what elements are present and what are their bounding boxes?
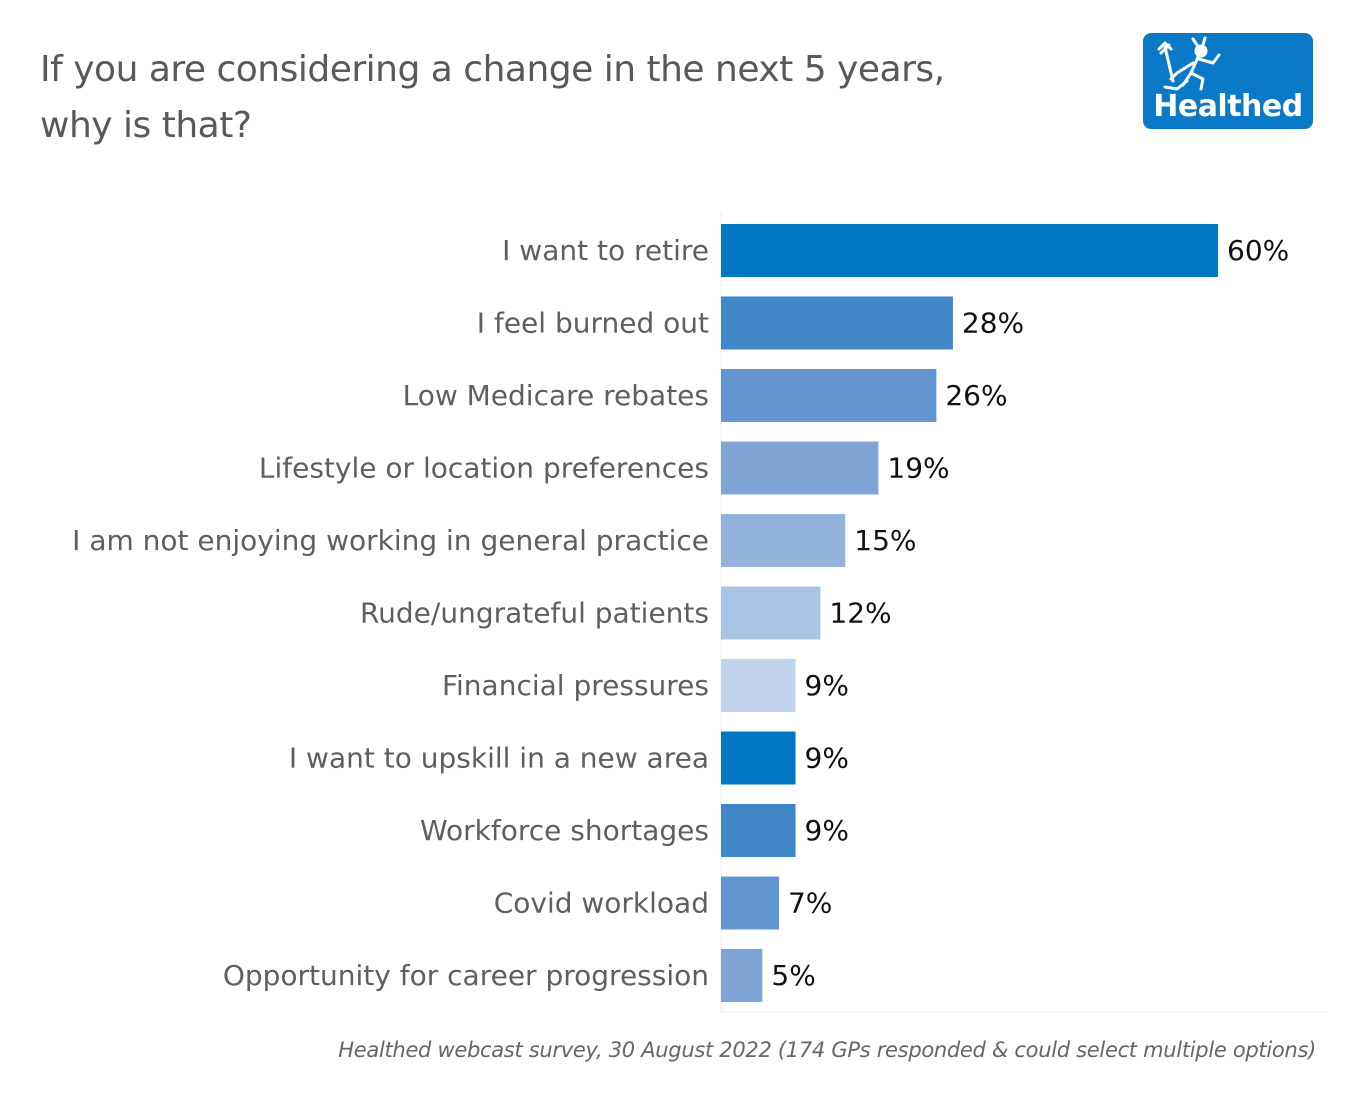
category-label: Workforce shortages xyxy=(420,814,709,847)
source-footnote: Healthed webcast survey, 30 August 2022 … xyxy=(338,1038,1316,1062)
bar-6[interactable] xyxy=(721,659,796,712)
category-label: I want to upskill in a new area xyxy=(289,742,709,775)
value-label: 5% xyxy=(771,959,815,992)
healthed-logo: Healthed xyxy=(1143,33,1313,129)
category-label: Low Medicare rebates xyxy=(403,379,709,412)
bar-8[interactable] xyxy=(721,804,796,857)
category-label: I want to retire xyxy=(502,234,709,267)
value-label: 7% xyxy=(788,887,832,920)
value-label: 28% xyxy=(962,307,1024,340)
value-label: 9% xyxy=(805,814,849,847)
logo-text: Healthed xyxy=(1153,89,1303,124)
value-label: 19% xyxy=(887,452,949,485)
chart-title-line-2: why is that? xyxy=(40,105,252,146)
bar-10[interactable] xyxy=(721,949,763,1002)
category-label: Opportunity for career progression xyxy=(223,959,709,992)
value-label: 9% xyxy=(805,669,849,702)
category-label: Lifestyle or location preferences xyxy=(259,452,709,485)
category-label: I am not enjoying working in general pra… xyxy=(72,524,709,557)
value-label: 15% xyxy=(854,524,916,557)
category-label: Rude/ungrateful patients xyxy=(360,597,709,630)
running-messenger-figure-icon xyxy=(1157,36,1221,91)
bar-7[interactable] xyxy=(721,731,796,785)
bar-1[interactable] xyxy=(721,296,953,350)
category-label: I feel burned out xyxy=(477,307,709,340)
bar-9[interactable] xyxy=(721,876,779,930)
chart-title: If you are considering a change in the n… xyxy=(40,42,1040,154)
value-label: 26% xyxy=(945,379,1007,412)
category-label: Financial pressures xyxy=(442,669,709,702)
chart-title-line-1: If you are considering a change in the n… xyxy=(40,49,945,90)
bar-0[interactable] xyxy=(721,224,1218,277)
value-label: 9% xyxy=(805,742,849,775)
value-label: 60% xyxy=(1227,234,1289,267)
value-label: 12% xyxy=(829,597,891,630)
bar-2[interactable] xyxy=(721,369,937,422)
category-label: Covid workload xyxy=(494,887,709,920)
bar-5[interactable] xyxy=(721,586,821,640)
bar-3[interactable] xyxy=(721,441,879,495)
bar-4[interactable] xyxy=(721,514,846,567)
